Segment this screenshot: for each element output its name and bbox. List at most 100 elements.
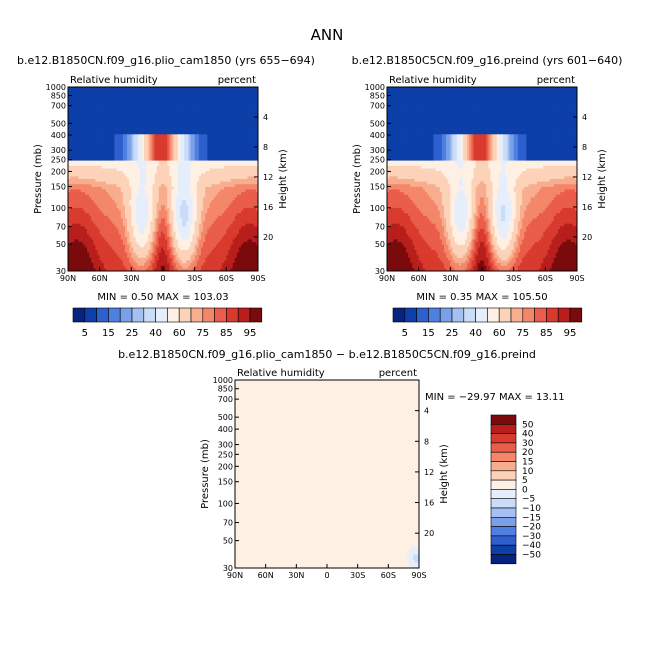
contour-cell: [72, 118, 75, 122]
contour-cell: [93, 113, 96, 117]
contour-cell: [184, 110, 187, 114]
contour-cell: [156, 139, 160, 143]
contour-cell: [230, 129, 234, 133]
contour-cell: [192, 142, 196, 146]
contour-cell: [146, 131, 149, 135]
contour-cell: [80, 105, 84, 109]
contour-cell: [156, 136, 160, 140]
contour-cell: [129, 105, 132, 109]
contour-cell: [224, 118, 227, 122]
contour-cell: [247, 108, 250, 112]
contour-cell: [167, 92, 170, 96]
contour-cell: [165, 134, 168, 138]
contour-cell: [76, 142, 79, 146]
contour-cell: [245, 110, 248, 114]
contour-cell: [209, 110, 212, 114]
contour-cell: [118, 97, 122, 101]
contour-cell: [171, 97, 174, 101]
contour-cell: [220, 115, 223, 119]
contour-cell: [184, 129, 187, 133]
contour-cell: [249, 97, 253, 101]
contour-cell: [74, 92, 77, 96]
contour-cell: [169, 123, 172, 127]
contour-cell: [120, 97, 124, 101]
contour-cell: [139, 102, 143, 106]
contour-cell: [165, 87, 168, 91]
contour-cell: [217, 92, 221, 96]
contour-cell: [201, 115, 204, 119]
contour-cell: [207, 92, 210, 96]
contour-cell: [182, 134, 185, 138]
contour-cell: [110, 118, 113, 122]
contour-cell: [133, 87, 136, 91]
contour-cell: [150, 139, 153, 143]
contour-cell: [158, 89, 162, 93]
contour-cell: [141, 100, 145, 104]
contour-cell: [163, 123, 166, 127]
contour-cell: [198, 136, 202, 140]
contour-cell: [112, 131, 115, 135]
contour-cell: [154, 94, 158, 98]
contour-cell: [154, 126, 158, 130]
contour-cell: [163, 118, 166, 122]
contour-cell: [76, 108, 79, 112]
contour-cell: [209, 87, 212, 91]
contour-cell: [118, 87, 122, 91]
contour-cell: [192, 121, 196, 125]
contour-cell: [68, 105, 71, 109]
contour-cell: [251, 100, 255, 104]
contour-cell: [171, 136, 174, 140]
contour-cell: [196, 118, 200, 122]
contour-cell: [131, 142, 134, 146]
contour-cell: [222, 100, 225, 104]
contour-cell: [194, 92, 198, 96]
contour-cell: [141, 144, 145, 148]
contour-cell: [108, 113, 111, 117]
contour-cell: [135, 121, 139, 125]
contour-cell: [165, 113, 168, 117]
contour-cell: [190, 100, 193, 104]
contour-cell: [152, 105, 155, 109]
contour-cell: [150, 142, 153, 146]
contour-cell: [247, 136, 250, 140]
contour-cell: [165, 97, 168, 101]
contour-cell: [184, 139, 187, 143]
contour-cell: [241, 113, 244, 117]
contour-cell: [203, 126, 206, 130]
contour-cell: [78, 131, 82, 135]
contour-cell: [127, 136, 130, 140]
contour-cell: [243, 131, 246, 135]
contour-cell: [175, 136, 179, 140]
contour-cell: [232, 123, 236, 127]
contour-cell: [78, 108, 82, 112]
contour-cell: [241, 142, 244, 146]
contour-cell: [194, 139, 198, 143]
contour-cell: [220, 139, 223, 143]
contour-cell: [131, 87, 134, 91]
contour-cell: [101, 126, 105, 130]
contour-cell: [241, 136, 244, 140]
contour-cell: [167, 126, 170, 130]
contour-cell: [154, 110, 158, 114]
contour-cell: [89, 110, 92, 114]
contour-cell: [177, 92, 181, 96]
contour-cell: [213, 100, 217, 104]
contour-cell: [101, 142, 105, 146]
contour-cell: [222, 110, 225, 114]
contour-cell: [236, 100, 240, 104]
contour-cell: [99, 108, 103, 112]
contour-cell: [137, 89, 141, 93]
contour-cell: [158, 142, 162, 146]
contour-cell: [135, 108, 139, 112]
contour-cell: [156, 131, 160, 135]
contour-cell: [139, 131, 143, 135]
contour-cell: [103, 105, 107, 109]
contour-cell: [253, 102, 257, 106]
contour-cell: [108, 92, 111, 96]
contour-cell: [236, 110, 240, 114]
contour-cell: [167, 142, 170, 146]
contour-cell: [97, 118, 101, 122]
contour-cell: [110, 121, 113, 125]
contour-cell: [108, 115, 111, 119]
contour-cell: [203, 121, 206, 125]
